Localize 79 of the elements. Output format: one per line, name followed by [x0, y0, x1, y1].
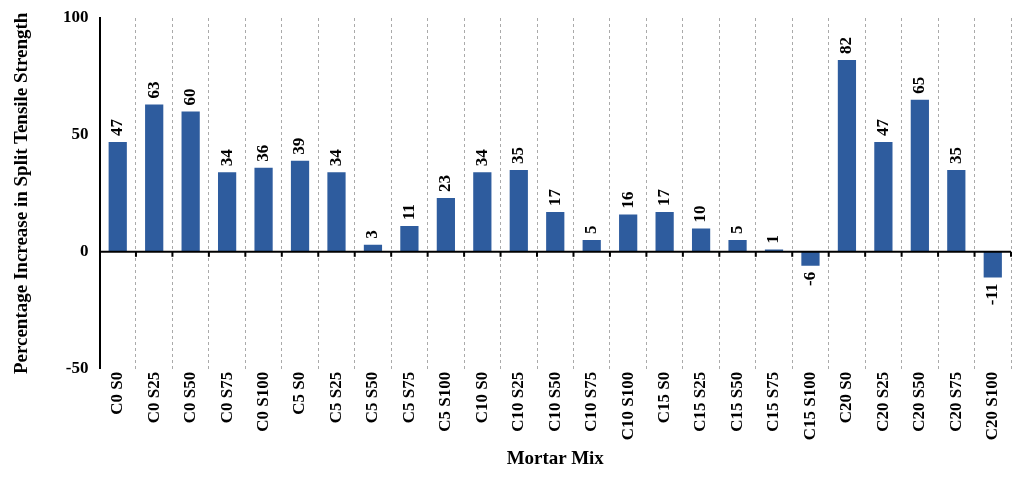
x-tick-label: C5 S75 [398, 371, 418, 424]
data-label: 39 [289, 137, 309, 155]
x-tick-label: C15 S100 [799, 371, 819, 441]
x-tick-label: C5 S50 [362, 371, 382, 424]
data-label: 47 [107, 118, 127, 136]
x-tick-label: C20 S100 [982, 371, 1002, 441]
bar [837, 60, 857, 252]
bar [691, 228, 711, 252]
x-tick-label: C20 S50 [909, 371, 929, 432]
data-label: 10 [690, 205, 710, 223]
x-tick-label: C0 S0 [107, 371, 127, 415]
x-tick-label: C10 S100 [617, 371, 637, 441]
bar [473, 172, 492, 252]
data-label: 34 [325, 148, 345, 167]
y-tick-label: 0 [80, 241, 89, 261]
bar [509, 169, 528, 252]
x-tick-label: C10 S75 [581, 371, 601, 432]
data-label: 47 [872, 118, 892, 136]
data-label: 63 [143, 81, 163, 99]
bar [108, 141, 127, 252]
data-label: 35 [945, 146, 965, 164]
x-tick-label: C15 S0 [654, 371, 674, 424]
bar [582, 240, 601, 252]
y-tick-label: 100 [63, 7, 89, 27]
bar [218, 172, 237, 252]
x-tick-label: C0 S100 [252, 371, 272, 432]
data-label: 16 [617, 191, 637, 209]
y-tick-label: 50 [71, 124, 89, 144]
x-tick-label: C15 S50 [726, 371, 746, 432]
data-label: 65 [909, 76, 929, 94]
x-tick-label: C5 S0 [289, 371, 309, 415]
x-tick-label: C10 S50 [544, 371, 564, 432]
data-label: 34 [471, 148, 491, 167]
bar [983, 251, 1002, 278]
x-tick-label: C15 S75 [763, 371, 783, 432]
x-tick-label: C5 S25 [325, 371, 345, 424]
data-label: 11 [398, 204, 418, 221]
bar [436, 198, 455, 252]
data-label: 36 [252, 144, 272, 162]
data-label: 23 [435, 175, 455, 193]
bar [874, 141, 893, 252]
data-label: -11 [982, 283, 1002, 306]
bar [327, 172, 346, 252]
data-label: 5 [726, 225, 746, 235]
data-label: 5 [581, 225, 601, 235]
data-label: 60 [180, 88, 200, 106]
bar [145, 104, 164, 252]
bar [400, 226, 419, 252]
x-tick-label: C5 S100 [435, 371, 455, 432]
x-tick-label: C10 S25 [508, 371, 528, 432]
bar [290, 160, 310, 252]
y-tick-label: -50 [65, 358, 89, 378]
x-tick-label: C20 S75 [945, 371, 965, 432]
bar [181, 111, 200, 252]
data-label: 17 [544, 188, 564, 207]
bar [910, 99, 929, 252]
x-tick-label: C20 S0 [836, 371, 856, 424]
data-label: 34 [216, 148, 236, 167]
bar [619, 214, 638, 252]
bar [655, 212, 674, 252]
x-tick-label: C0 S25 [143, 371, 163, 424]
bar [254, 167, 273, 252]
x-tick-label: C15 S25 [690, 371, 710, 432]
bar [546, 212, 565, 252]
data-label: 35 [508, 146, 528, 164]
x-tick-label: C0 S75 [216, 371, 236, 424]
data-label: 3 [362, 230, 382, 239]
x-tick-label: C0 S50 [180, 371, 200, 424]
x-axis-title: Mortar Mix [506, 446, 605, 468]
data-label: 82 [836, 37, 856, 55]
bar [947, 169, 966, 252]
bar [801, 251, 820, 266]
bar [728, 240, 747, 252]
data-label: 17 [654, 188, 674, 207]
y-axis-title: Percentage Increase in Split Tensile Strength [9, 12, 31, 375]
x-tick-label: C10 S0 [471, 371, 491, 424]
x-tick-label: C20 S25 [872, 371, 892, 432]
data-label: 1 [763, 234, 783, 244]
data-label: -6 [799, 271, 819, 287]
